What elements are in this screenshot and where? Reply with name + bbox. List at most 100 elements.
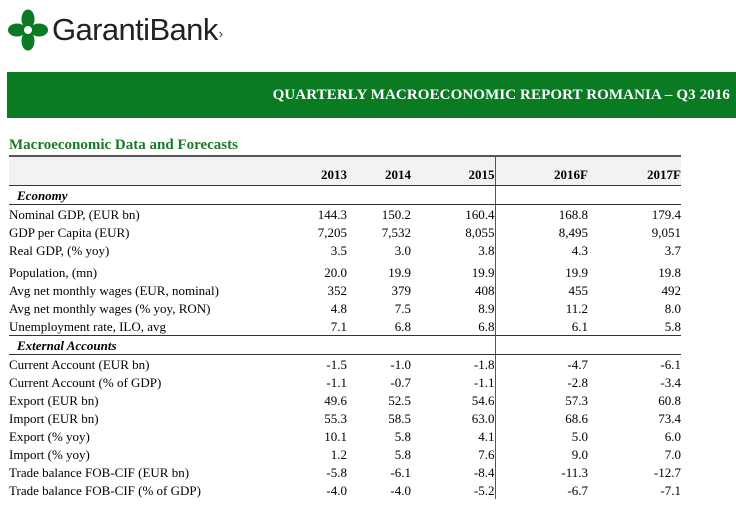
table-row: Unemployment rate, ILO, avg 7.1 6.8 6.8 6.1 5… bbox=[9, 317, 681, 336]
actual-value-cell: -5.8 bbox=[326, 464, 347, 480]
table-row: Real GDP, (% yoy) 3.5 3.0 3.8 4.3 3.7 bbox=[9, 241, 681, 259]
actual-value-cell: 7.5 bbox=[394, 300, 411, 316]
column-separator bbox=[494, 335, 498, 355]
forecast-value-cell: 179.4 bbox=[651, 206, 681, 222]
section-heading: External Accounts bbox=[9, 335, 269, 355]
actual-value-cell: 160.4 bbox=[465, 206, 495, 222]
actual-value-cell: 144.3 bbox=[317, 206, 347, 222]
actual-value-cell: -6.1 bbox=[390, 464, 411, 480]
actual-value-cell: -1.5 bbox=[326, 356, 347, 372]
actual-value-cell: -0.7 bbox=[390, 374, 411, 390]
row-label: Avg net monthly wages (% yoy, RON) bbox=[9, 300, 211, 316]
table-row: Import (EUR bn) 55.3 58.5 63.0 68.6 73.4 bbox=[9, 409, 681, 427]
table-row: Import (% yoy) 1.2 5.8 7.6 9.0 7.0 bbox=[9, 445, 681, 463]
actual-value-cell: 150.2 bbox=[381, 206, 411, 222]
section-spacer bbox=[498, 335, 681, 355]
column-separator bbox=[494, 463, 498, 481]
forecast-value-cell: 19.9 bbox=[565, 264, 588, 280]
actual-value-cell: 5.8 bbox=[394, 446, 411, 462]
row-label: Trade balance FOB-CIF (EUR bn) bbox=[9, 464, 190, 480]
actual-value-cell: 6.8 bbox=[478, 318, 495, 334]
forecast-value-cell: -6.1 bbox=[660, 356, 681, 372]
column-separator bbox=[494, 259, 498, 281]
column-separator bbox=[494, 409, 498, 427]
actual-value-cell: 49.6 bbox=[324, 392, 347, 408]
section-spacer bbox=[269, 335, 495, 355]
actual-value-cell: 4.1 bbox=[478, 428, 495, 444]
row-label: Unemployment rate, ILO, avg bbox=[9, 318, 167, 334]
forecast-value-cell: 3.7 bbox=[664, 242, 681, 258]
actual-value-cell: -8.4 bbox=[473, 464, 495, 480]
column-separator bbox=[494, 427, 498, 445]
row-label: Avg net monthly wages (EUR, nominal) bbox=[9, 282, 219, 298]
actual-value-cell: 20.0 bbox=[324, 264, 347, 280]
actual-value-cell: 55.3 bbox=[324, 410, 347, 426]
column-separator bbox=[494, 281, 498, 299]
header-separator bbox=[494, 156, 498, 186]
header-forecast: 2016F bbox=[498, 156, 588, 186]
row-label: GDP per Capita (EUR) bbox=[9, 224, 130, 240]
column-separator bbox=[494, 204, 498, 223]
table-row: Current Account (% of GDP) -1.1 -0.7 -1.1 -2… bbox=[9, 373, 681, 391]
forecast-value-cell: 5.0 bbox=[571, 428, 588, 444]
column-separator bbox=[494, 373, 498, 391]
section-spacer bbox=[498, 185, 681, 205]
header-year: 2014 bbox=[347, 156, 411, 186]
forecast-value-cell: -7.1 bbox=[660, 482, 681, 498]
forecast-value-cell: 9,051 bbox=[651, 224, 681, 240]
header-year: 2015 bbox=[411, 156, 495, 186]
column-separator bbox=[494, 481, 498, 499]
actual-value-cell: 7,532 bbox=[381, 224, 411, 240]
garantibank-logo: GarantiBank › bbox=[8, 6, 223, 54]
forecast-value-cell: -4.7 bbox=[567, 356, 588, 372]
table-row: Export (% yoy) 10.1 5.8 4.1 5.0 6.0 bbox=[9, 427, 681, 445]
row-label: Import (EUR bn) bbox=[9, 410, 99, 426]
table-row: Current Account (EUR bn) -1.5 -1.0 -1.8 -4.7… bbox=[9, 354, 681, 373]
actual-value-cell: 3.8 bbox=[478, 242, 495, 258]
forecast-value-cell: 7.0 bbox=[664, 446, 681, 462]
section-title: Macroeconomic Data and Forecasts bbox=[9, 137, 238, 153]
forecast-value-cell: 4.3 bbox=[571, 242, 588, 258]
forecast-value-cell: 9.0 bbox=[571, 446, 588, 462]
actual-value-cell: 58.5 bbox=[388, 410, 411, 426]
actual-value-cell: 3.5 bbox=[330, 242, 347, 258]
actual-value-cell: 52.5 bbox=[388, 392, 411, 408]
actual-value-cell: 8,055 bbox=[465, 224, 495, 240]
actual-value-cell: 54.6 bbox=[471, 392, 495, 408]
row-label: Real GDP, (% yoy) bbox=[9, 242, 110, 258]
row-label: Nominal GDP, (EUR bn) bbox=[9, 206, 140, 222]
table-row: Trade balance FOB-CIF (% of GDP) -4.0 -4.0… bbox=[9, 481, 681, 499]
forecast-value-cell: 60.8 bbox=[658, 392, 681, 408]
forecast-value-cell: 168.8 bbox=[558, 206, 588, 222]
row-label: Export (EUR bn) bbox=[9, 392, 99, 408]
actual-value-cell: -4.0 bbox=[326, 482, 347, 498]
forecast-value-cell: 19.8 bbox=[658, 264, 681, 280]
table-row: Nominal GDP, (EUR bn) 144.3 150.2 160.4 168.… bbox=[9, 204, 681, 223]
forecast-value-cell: 6.0 bbox=[664, 428, 681, 444]
forecast-value-cell: 8.0 bbox=[664, 300, 681, 316]
table-row: Avg net monthly wages (EUR, nominal) 352 3… bbox=[9, 281, 681, 299]
row-label: Trade balance FOB-CIF (% of GDP) bbox=[9, 482, 201, 498]
row-label: Current Account (% of GDP) bbox=[9, 374, 162, 390]
column-separator bbox=[494, 317, 498, 336]
forecast-value-cell: 68.6 bbox=[565, 410, 588, 426]
row-label: Population, (mn) bbox=[9, 264, 98, 280]
actual-value-cell: 352 bbox=[327, 282, 348, 298]
table-row: GDP per Capita (EUR) 7,205 7,532 8,055 8,495… bbox=[9, 223, 681, 241]
actual-value-cell: 7.1 bbox=[330, 318, 347, 334]
forecast-value-cell: 8,495 bbox=[558, 224, 588, 240]
actual-value-cell: 8.9 bbox=[478, 300, 495, 316]
row-label: Import (% yoy) bbox=[9, 446, 90, 462]
column-separator bbox=[494, 354, 498, 373]
row-label: Export (% yoy) bbox=[9, 428, 90, 444]
section-heading: Economy bbox=[9, 185, 269, 205]
actual-value-cell: -1.1 bbox=[326, 374, 347, 390]
forecast-value-cell: -3.4 bbox=[660, 374, 681, 390]
column-separator bbox=[494, 391, 498, 409]
actual-value-cell: -1.8 bbox=[473, 356, 495, 372]
actual-value-cell: 6.8 bbox=[394, 318, 411, 334]
actual-value-cell: 7.6 bbox=[478, 446, 495, 462]
table-section-row: Economy bbox=[9, 185, 681, 205]
actual-value-cell: 379 bbox=[391, 282, 412, 298]
header-label-cell bbox=[9, 156, 269, 186]
